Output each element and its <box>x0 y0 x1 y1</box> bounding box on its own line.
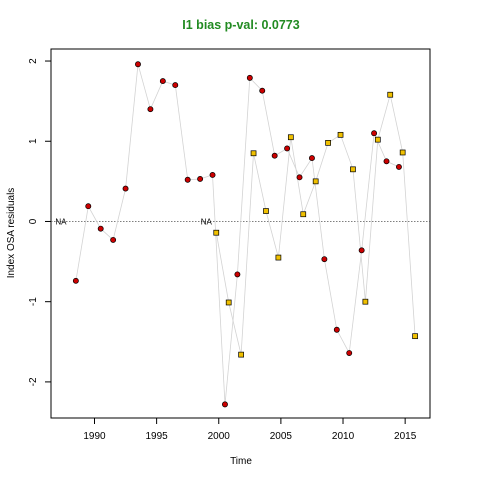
series-2-point <box>225 299 232 306</box>
x-tick-label: 2000 <box>208 431 231 442</box>
series-1-point <box>159 78 166 85</box>
y-tick-label: -1 <box>28 297 39 306</box>
series-2-point <box>350 166 356 173</box>
series-2-point <box>287 134 294 141</box>
y-tick-label: 1 <box>28 138 39 144</box>
series-1-point <box>135 61 141 68</box>
series-1-point <box>246 74 253 81</box>
series-2-na-label: NA <box>201 217 213 226</box>
series-2-point <box>300 211 307 218</box>
series-1-point <box>72 277 79 284</box>
y-tick-label: -2 <box>28 377 39 386</box>
series-1-point <box>271 152 278 159</box>
series-1-point <box>222 401 228 408</box>
series-1-point <box>321 256 328 263</box>
chart-title: I1 bias p-val: 0.0773 <box>182 18 299 32</box>
series-2-point <box>275 254 282 261</box>
series-2-point <box>387 91 394 98</box>
x-tick-label: 2010 <box>332 431 355 442</box>
y-tick-label: 2 <box>28 58 39 64</box>
series-2-point <box>213 229 220 236</box>
series-2-point <box>412 333 418 340</box>
series-2-point <box>263 208 269 214</box>
series-2-point <box>362 298 369 305</box>
series-1-point <box>259 87 266 94</box>
series-1-point <box>234 271 241 278</box>
series-2-point <box>399 149 406 156</box>
series-2-point <box>325 140 331 146</box>
series-1-point <box>172 82 179 89</box>
plot-area: NA NA <box>51 61 430 408</box>
series-2-point <box>337 131 344 138</box>
series-1-point <box>309 155 315 162</box>
series-1-point <box>184 176 191 183</box>
series-2-point <box>312 178 319 185</box>
series-1-na-label: NA <box>55 217 67 226</box>
series-1-point <box>371 130 378 137</box>
series-2-point <box>250 150 257 157</box>
series-1-point <box>346 350 353 356</box>
plot-frame <box>50 48 431 419</box>
series-1-point <box>85 203 92 210</box>
x-tick-label: 1995 <box>145 431 168 442</box>
series-2-point <box>238 351 244 358</box>
x-tick-label: 2005 <box>270 431 293 442</box>
y-tick-label: 0 <box>28 218 39 224</box>
series-1-point <box>333 326 340 333</box>
series-2-point <box>374 136 381 143</box>
series-1-point <box>122 185 129 192</box>
series-1-point <box>358 247 365 254</box>
series-1-point <box>284 145 291 152</box>
series-1-point <box>110 236 117 243</box>
y-axis-label: Index OSA residuals <box>6 188 17 279</box>
x-tick-label: 2015 <box>394 431 417 442</box>
x-tick-label: 1990 <box>83 431 106 442</box>
series-1-point <box>197 176 204 182</box>
series-1-point <box>395 163 402 170</box>
series-1-point <box>383 158 390 165</box>
x-axis-label: Time <box>230 456 252 467</box>
series-1-point <box>296 174 303 181</box>
series-1-point <box>97 225 104 232</box>
series-1-point <box>209 171 216 178</box>
series-1-point <box>147 106 154 113</box>
